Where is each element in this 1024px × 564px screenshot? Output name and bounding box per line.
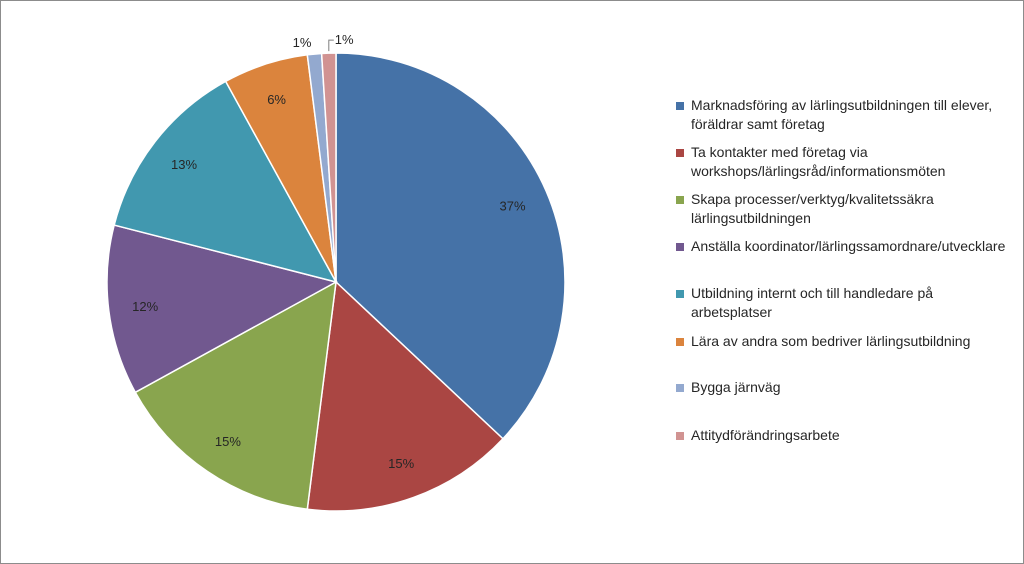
legend-swatch-attityd: [676, 432, 684, 440]
legend-label: Ta kontakter med företag via workshops/l…: [691, 144, 946, 179]
legend-label: Bygga järnväg: [691, 379, 781, 395]
legend-item: Ta kontakter med företag via workshops/l…: [676, 143, 1016, 181]
legend-item: Utbildning internt och till handledare p…: [676, 284, 1016, 322]
legend-label: Attitydförändringsarbete: [691, 427, 840, 443]
legend-swatch-anstalla: [676, 243, 684, 251]
pie-slice-marknadsforing: [335, 52, 566, 440]
legend-item: Lära av andra som bedriver lärlingsutbil…: [676, 332, 1016, 351]
legend-item: Bygga järnväg: [676, 378, 1016, 397]
legend-swatch-lara: [676, 338, 684, 346]
legend-item: Marknadsföring av lärlingsutbildningen t…: [676, 96, 1016, 134]
pie-data-label: 15%: [388, 456, 414, 471]
pie-slice-utbildning: [113, 80, 338, 284]
legend-swatch-kontakter: [676, 149, 684, 157]
legend-label: Anställa koordinator/lärlingssamordnare/…: [691, 238, 1006, 254]
pie-slice-kontakter: [306, 280, 504, 512]
pie-data-label: 13%: [171, 157, 197, 172]
legend-item: Skapa processer/verktyg/kvalitetssäkra l…: [676, 190, 1016, 228]
pie-data-label: 1%: [335, 32, 354, 47]
legend-swatch-utbildning: [676, 290, 684, 298]
pie-slice-attityd: [320, 52, 337, 283]
pie-data-label: 1%: [293, 35, 312, 50]
legend-swatch-processer: [676, 196, 684, 204]
pie-data-label: 6%: [267, 92, 286, 107]
legend-label: Utbildning internt och till handledare p…: [691, 285, 934, 320]
pie-data-label: 15%: [215, 434, 241, 449]
legend-item: Attitydförändringsarbete: [676, 426, 1016, 445]
legend-swatch-marknadsforing: [676, 102, 684, 110]
legend-label: Lära av andra som bedriver lärlingsutbil…: [691, 333, 971, 349]
legend-label: Marknadsföring av lärlingsutbildningen t…: [691, 97, 993, 132]
legend-item: Anställa koordinator/lärlingssamordnare/…: [676, 237, 1016, 256]
pie-data-label: 12%: [132, 299, 158, 314]
pie-data-label: 37%: [499, 199, 525, 214]
legend-swatch-jarnvag: [676, 384, 684, 392]
pie-slice-processer: [134, 280, 337, 511]
pie-slice-anstalla: [106, 224, 339, 394]
legend-label: Skapa processer/verktyg/kvalitetssäkra l…: [691, 191, 934, 226]
leader-line: [328, 39, 334, 52]
